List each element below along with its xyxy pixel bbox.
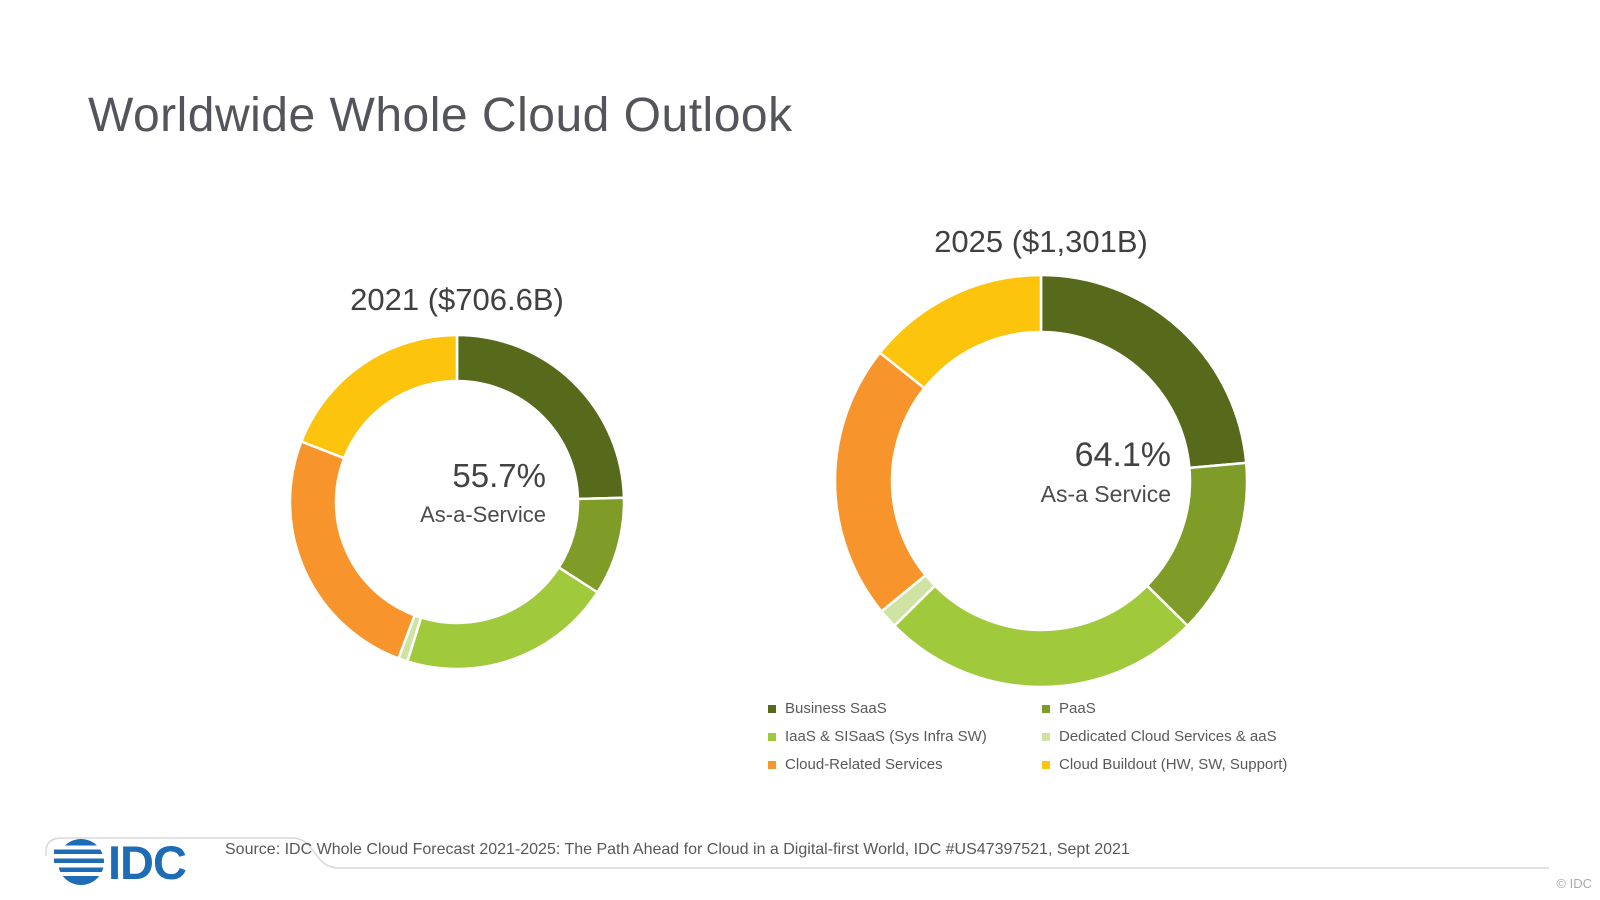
legend-label: IaaS & SISaaS (Sys Infra SW) <box>785 728 987 745</box>
legend-swatch-paas-icon <box>1042 704 1050 713</box>
donut-2025-title: 2025 ($1,301B) <box>934 224 1148 259</box>
chart-legend: Business SaaS PaaS IaaS & SISaaS (Sys In… <box>768 700 1372 773</box>
footer-rule-path <box>45 837 1549 869</box>
copyright-text: © IDC <box>1556 876 1592 891</box>
donut-2021-percent: 55.7% <box>452 457 546 494</box>
donut-chart-2021 <box>287 332 627 672</box>
legend-item-cloud-related: Cloud-Related Services <box>768 756 1042 773</box>
legend-item-iaas: IaaS & SISaaS (Sys Infra SW) <box>768 728 1042 745</box>
legend-swatch-iaas-icon <box>768 732 776 741</box>
legend-swatch-dedicated-cloud-icon <box>1042 732 1050 741</box>
donut-2021-caption: As-a-Service <box>420 502 546 527</box>
legend-swatch-cloud-related-icon <box>768 760 776 769</box>
legend-swatch-business-saas-icon <box>768 704 776 713</box>
legend-item-paas: PaaS <box>1042 700 1372 717</box>
idc-logo: IDC <box>54 836 187 889</box>
legend-swatch-cloud-buildout-icon <box>1042 760 1050 769</box>
donut-2025-percent: 64.1% <box>1074 436 1171 474</box>
donut-2021-center-label: 55.7% As-a-Service <box>346 458 546 528</box>
legend-label: Dedicated Cloud Services & aaS <box>1059 728 1277 745</box>
idc-logo-text: IDC <box>108 836 186 889</box>
donut-2025-caption: As-a Service <box>1040 481 1171 507</box>
legend-label: Cloud Buildout (HW, SW, Support) <box>1059 756 1288 773</box>
page-title: Worldwide Whole Cloud Outlook <box>88 89 793 142</box>
donut-2025-center-label: 64.1% As-a Service <box>971 437 1171 507</box>
legend-label: PaaS <box>1059 700 1096 717</box>
source-text: Source: IDC Whole Cloud Forecast 2021-20… <box>225 841 1130 858</box>
donut-segment-cloud-buildout-hw-sw-support <box>878 273 1043 390</box>
donut-2021-title: 2021 ($706.6B) <box>350 282 564 317</box>
legend-label: Business SaaS <box>785 700 887 717</box>
legend-item-dedicated-cloud: Dedicated Cloud Services & aaS <box>1042 728 1372 745</box>
legend-label: Cloud-Related Services <box>785 756 943 773</box>
legend-item-cloud-buildout: Cloud Buildout (HW, SW, Support) <box>1042 756 1372 773</box>
legend-item-business-saas: Business SaaS <box>768 700 1042 717</box>
donut-segment-cloud-buildout-hw-sw-support <box>300 333 459 460</box>
idc-globe-icon <box>54 839 104 885</box>
donut-chart-2025 <box>832 272 1250 690</box>
